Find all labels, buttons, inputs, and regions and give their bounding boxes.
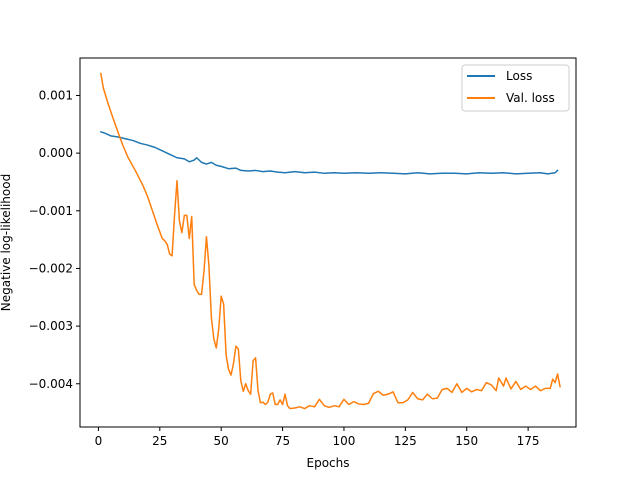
series-layer <box>99 72 561 410</box>
y-tick-label: −0.002 <box>29 261 73 275</box>
x-axis-label: Epochs <box>307 456 350 470</box>
x-axis: 0 25 50 75 100 125 150 175 <box>95 427 540 448</box>
series-line-val-loss <box>100 72 561 410</box>
x-tick-label: 75 <box>275 434 290 448</box>
x-tick-label: 125 <box>394 434 417 448</box>
axes-frame <box>79 57 577 428</box>
legend-label-val-loss: Val. loss <box>506 91 555 105</box>
x-tick-label: 150 <box>455 434 478 448</box>
legend-label-loss: Loss <box>506 69 532 83</box>
y-tick-label: −0.004 <box>29 377 73 391</box>
legend: Loss Val. loss <box>461 64 570 112</box>
y-axis-label: Negative log-likelihood <box>0 174 13 311</box>
y-tick-label: 0.000 <box>39 146 73 160</box>
x-tick-label: 175 <box>517 434 540 448</box>
y-axis: −0.004 −0.003 −0.002 −0.001 0.000 0.001 <box>29 88 80 391</box>
series-line-loss <box>99 130 559 175</box>
y-tick-label: 0.001 <box>39 88 73 102</box>
x-tick-label: 50 <box>214 434 229 448</box>
plot-area <box>79 57 577 428</box>
x-tick-label: 25 <box>152 434 167 448</box>
x-tick-label: 100 <box>333 434 356 448</box>
y-tick-label: −0.003 <box>29 319 73 333</box>
x-tick-label: 0 <box>95 434 103 448</box>
y-tick-label: −0.001 <box>29 204 73 218</box>
